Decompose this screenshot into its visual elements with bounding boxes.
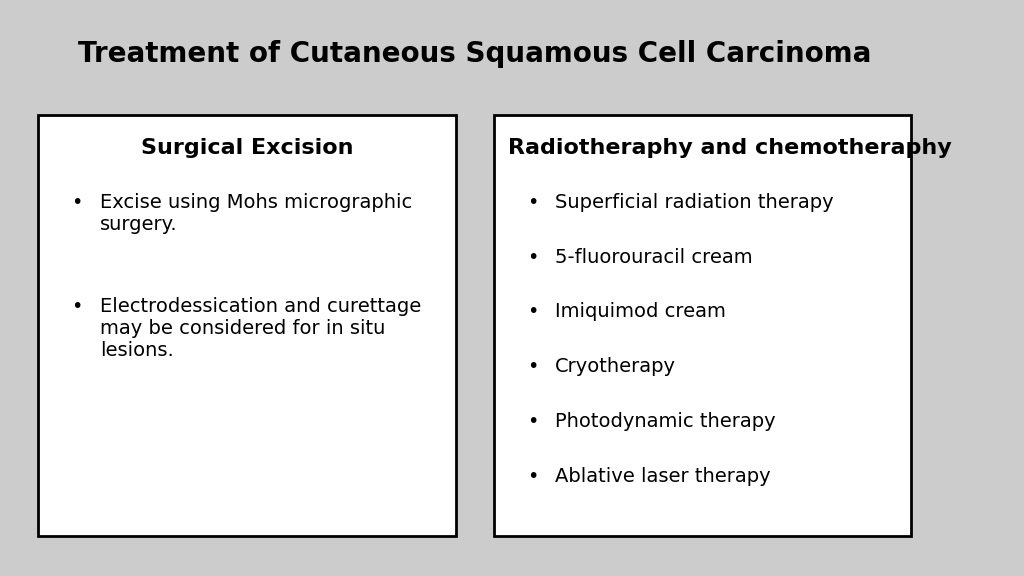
- Text: 5-fluorouracil cream: 5-fluorouracil cream: [555, 248, 753, 267]
- Text: •: •: [72, 193, 83, 212]
- Text: •: •: [526, 302, 539, 321]
- Text: •: •: [526, 412, 539, 431]
- FancyBboxPatch shape: [494, 115, 911, 536]
- Text: Electrodessication and curettage
may be considered for in situ
lesions.: Electrodessication and curettage may be …: [99, 297, 421, 359]
- Text: Surgical Excision: Surgical Excision: [140, 138, 353, 158]
- Text: •: •: [72, 297, 83, 316]
- Text: •: •: [526, 193, 539, 212]
- Text: Photodynamic therapy: Photodynamic therapy: [555, 412, 776, 431]
- Text: Superficial radiation therapy: Superficial radiation therapy: [555, 193, 834, 212]
- Text: Treatment of Cutaneous Squamous Cell Carcinoma: Treatment of Cutaneous Squamous Cell Car…: [78, 40, 871, 69]
- Text: •: •: [526, 467, 539, 486]
- Text: •: •: [526, 248, 539, 267]
- FancyBboxPatch shape: [38, 115, 456, 536]
- Text: Excise using Mohs micrographic
surgery.: Excise using Mohs micrographic surgery.: [99, 193, 412, 234]
- Text: Cryotherapy: Cryotherapy: [555, 357, 676, 376]
- Text: Ablative laser therapy: Ablative laser therapy: [555, 467, 771, 486]
- Text: Radiotheraphy and chemotheraphy: Radiotheraphy and chemotheraphy: [508, 138, 951, 158]
- Text: •: •: [526, 357, 539, 376]
- Text: Imiquimod cream: Imiquimod cream: [555, 302, 726, 321]
